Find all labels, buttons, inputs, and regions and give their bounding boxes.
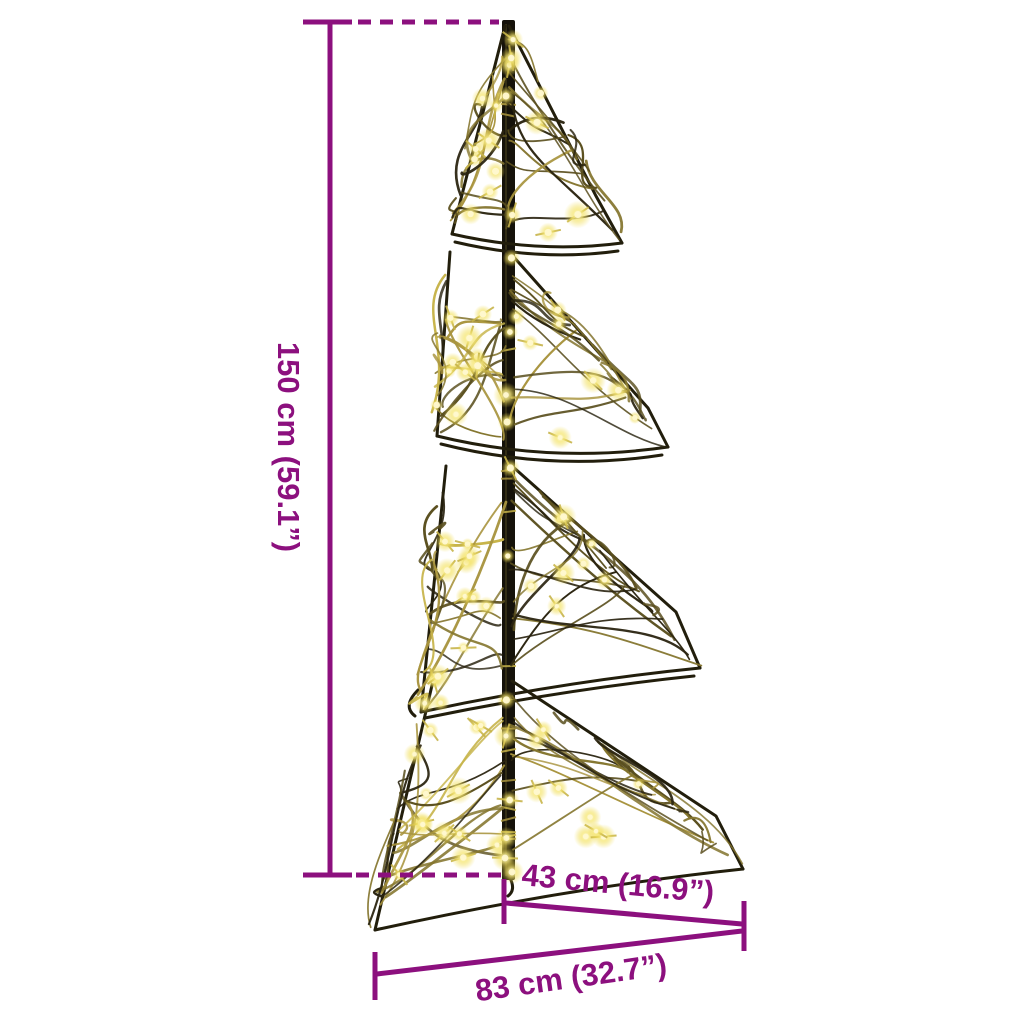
- width-dimension-line: [376, 928, 743, 977]
- tree-wires: [367, 20, 745, 932]
- depth-dimension: [501, 879, 747, 951]
- tree-led-lights: [390, 29, 645, 886]
- height-dimension: [303, 19, 501, 878]
- depth-dimension-line: [505, 900, 743, 927]
- width-dimension: [372, 928, 743, 1000]
- height-dimension-label: 150 cm (59.1”): [271, 341, 306, 553]
